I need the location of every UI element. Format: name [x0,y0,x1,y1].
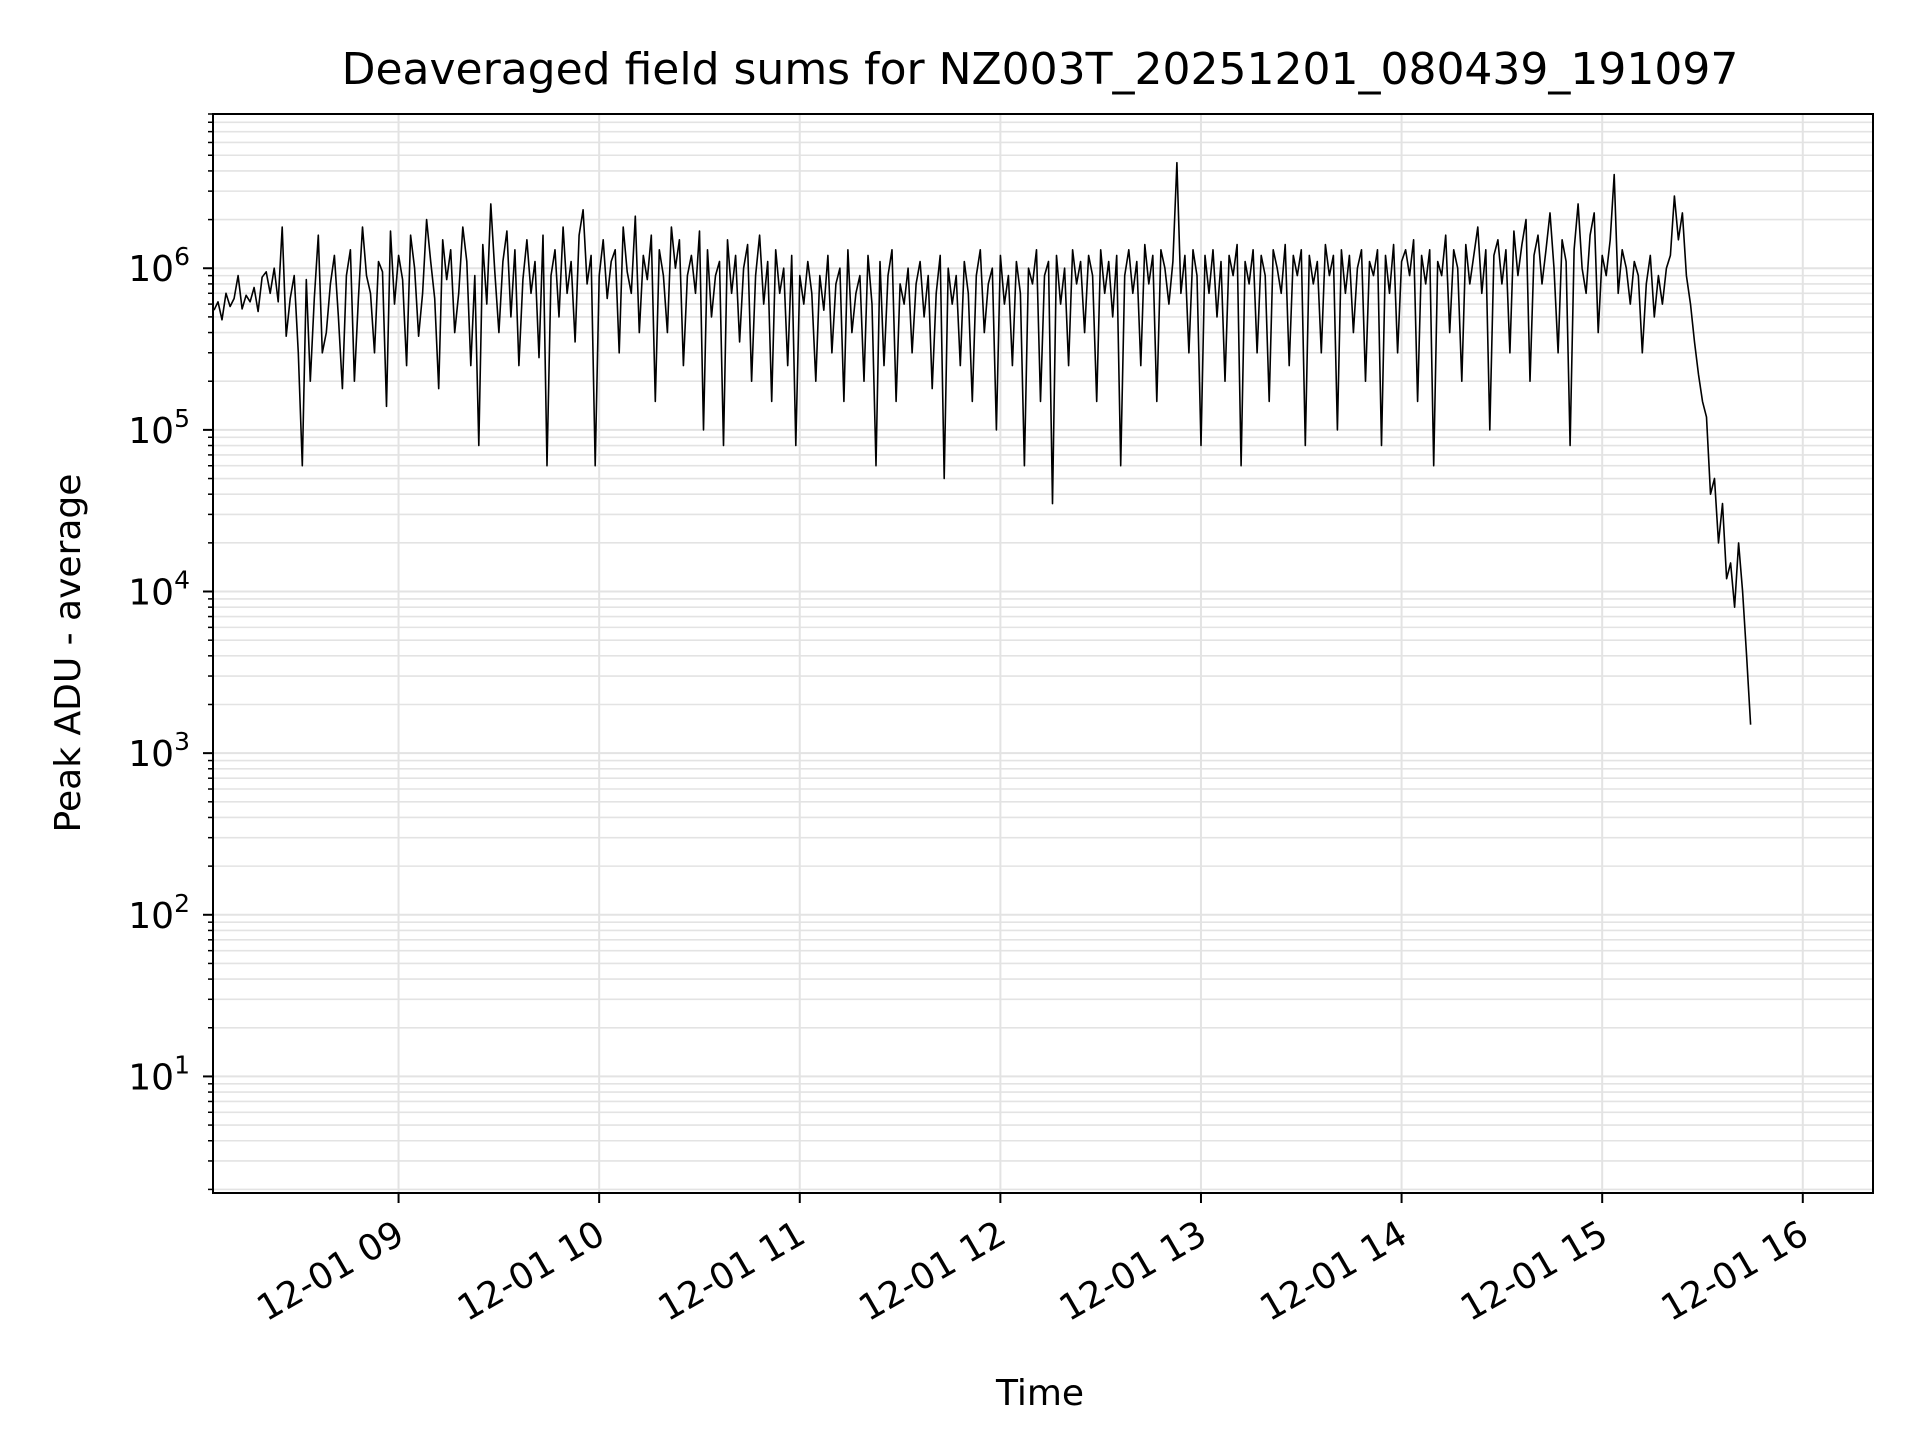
y-tick-label: 101 [128,1050,190,1098]
series-layer [213,161,1752,725]
grid-layer [213,113,1873,1193]
y-tick-label: 106 [128,242,190,290]
y-axis-label: Peak ADU - average [48,474,89,833]
data-series-line [213,161,1752,725]
y-tick-label: 102 [128,889,190,937]
x-axis-label: Time [995,1373,1084,1414]
chart-title: Deaveraged field sums for NZ003T_2025120… [342,44,1739,95]
y-tick-label: 104 [128,566,190,614]
y-tick-label: 105 [128,404,190,452]
y-tick-label: 103 [128,727,190,775]
plot-frame [212,113,1874,1194]
